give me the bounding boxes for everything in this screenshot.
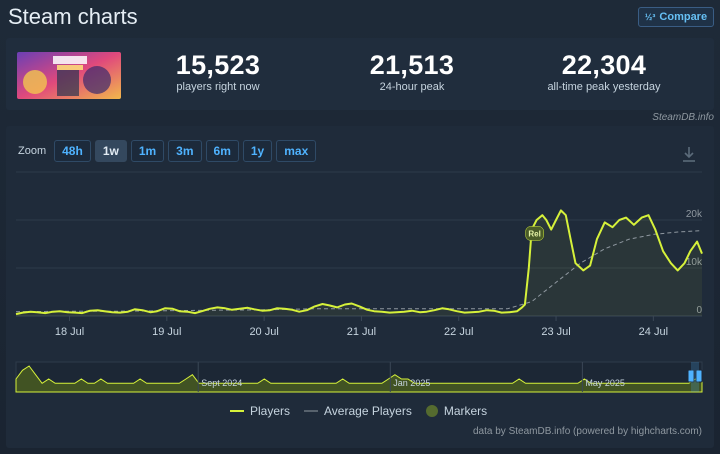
zoom-label: Zoom xyxy=(18,145,47,157)
compare-button[interactable]: ½³ Compare xyxy=(638,7,714,27)
legend-players-label: Players xyxy=(250,404,291,418)
players-area xyxy=(16,210,702,316)
zoom-controls: Zoom 48h 1w 1m 3m 6m 1y max xyxy=(18,140,317,162)
x-axis-label: 18 Jul xyxy=(55,326,84,338)
page-title: Steam charts xyxy=(8,4,138,29)
x-axis-label: 20 Jul xyxy=(249,326,278,338)
legend-average[interactable]: Average Players xyxy=(304,404,412,418)
marker-dot-icon xyxy=(425,405,438,417)
zoom-max-button[interactable]: max xyxy=(276,140,317,162)
compare-icon: ½³ xyxy=(644,11,656,22)
average-players-line xyxy=(15,230,703,313)
game-art-icon xyxy=(17,52,121,99)
y-axis-label: 10k xyxy=(686,257,703,268)
zoom-6m-button[interactable]: 6m xyxy=(205,140,239,162)
stat-current: 15,523 players right now xyxy=(128,50,308,93)
players-line xyxy=(15,209,703,316)
navigator-label: Sept 2024 xyxy=(201,378,242,388)
zoom-3m-button[interactable]: 3m xyxy=(168,140,202,162)
stat-all-time-peak-label: all-time peak yesterday xyxy=(547,81,661,93)
stat-all-time-peak: 22,304 all-time peak yesterday xyxy=(514,50,694,93)
stat-24h-peak: 21,513 24-hour peak xyxy=(322,50,502,93)
highcharts-credit[interactable]: data by SteamDB.info (powered by highcha… xyxy=(473,426,702,437)
stat-current-value: 15,523 xyxy=(175,50,261,80)
steamdb-credit-link[interactable]: SteamDB.info xyxy=(652,112,714,123)
zoom-1m-button[interactable]: 1m xyxy=(130,140,165,162)
navigator-label: May 2025 xyxy=(585,378,625,388)
navigator-selection[interactable] xyxy=(691,362,699,392)
zoom-1w-button[interactable]: 1w xyxy=(94,140,127,162)
stat-24h-peak-value: 21,513 xyxy=(369,50,455,80)
stat-current-label: players right now xyxy=(176,81,260,93)
zoom-1y-button[interactable]: 1y xyxy=(242,140,273,162)
chart-legend: Players Average Players Markers xyxy=(230,404,487,418)
stat-24h-peak-label: 24-hour peak xyxy=(379,81,445,93)
stat-all-time-peak-value: 22,304 xyxy=(561,50,647,80)
x-axis-label: 21 Jul xyxy=(347,326,376,338)
compare-label: Compare xyxy=(659,11,708,23)
game-thumbnail[interactable] xyxy=(17,52,121,99)
release-marker-label: Rel xyxy=(528,229,540,238)
legend-markers-label: Markers xyxy=(443,404,488,418)
navigator-right-handle[interactable] xyxy=(695,369,703,383)
navigator-label: Jan 2025 xyxy=(393,378,430,388)
navigator-series xyxy=(15,365,703,393)
x-axis-label: 24 Jul xyxy=(639,326,668,338)
legend-players[interactable]: Players xyxy=(230,404,290,418)
x-axis-label: 19 Jul xyxy=(152,326,181,338)
chart-panel: Zoom 48h 1w 1m 3m 6m 1y max 18 Jul 19 Jul… xyxy=(6,126,714,448)
players-chart[interactable]: 18 Jul 19 Jul 20 Jul 21 Jul 22 Jul 23 Jul 24 J… xyxy=(6,126,714,448)
y-axis-label: 0 xyxy=(696,305,702,316)
x-axis-label: 22 Jul xyxy=(444,326,473,338)
release-marker[interactable] xyxy=(525,226,544,241)
zoom-48h-button[interactable]: 48h xyxy=(54,140,91,162)
download-icon[interactable] xyxy=(682,146,696,162)
y-axis-label: 20k xyxy=(686,209,703,220)
average-line-icon xyxy=(304,410,319,412)
stats-panel: 15,523 players right now 21,513 24-hour … xyxy=(6,38,714,110)
navigator-left-handle[interactable] xyxy=(687,369,695,383)
legend-markers[interactable]: Markers xyxy=(425,404,488,418)
players-line-icon xyxy=(230,410,244,412)
x-axis-label: 23 Jul xyxy=(541,326,570,338)
legend-average-label: Average Players xyxy=(324,404,412,418)
